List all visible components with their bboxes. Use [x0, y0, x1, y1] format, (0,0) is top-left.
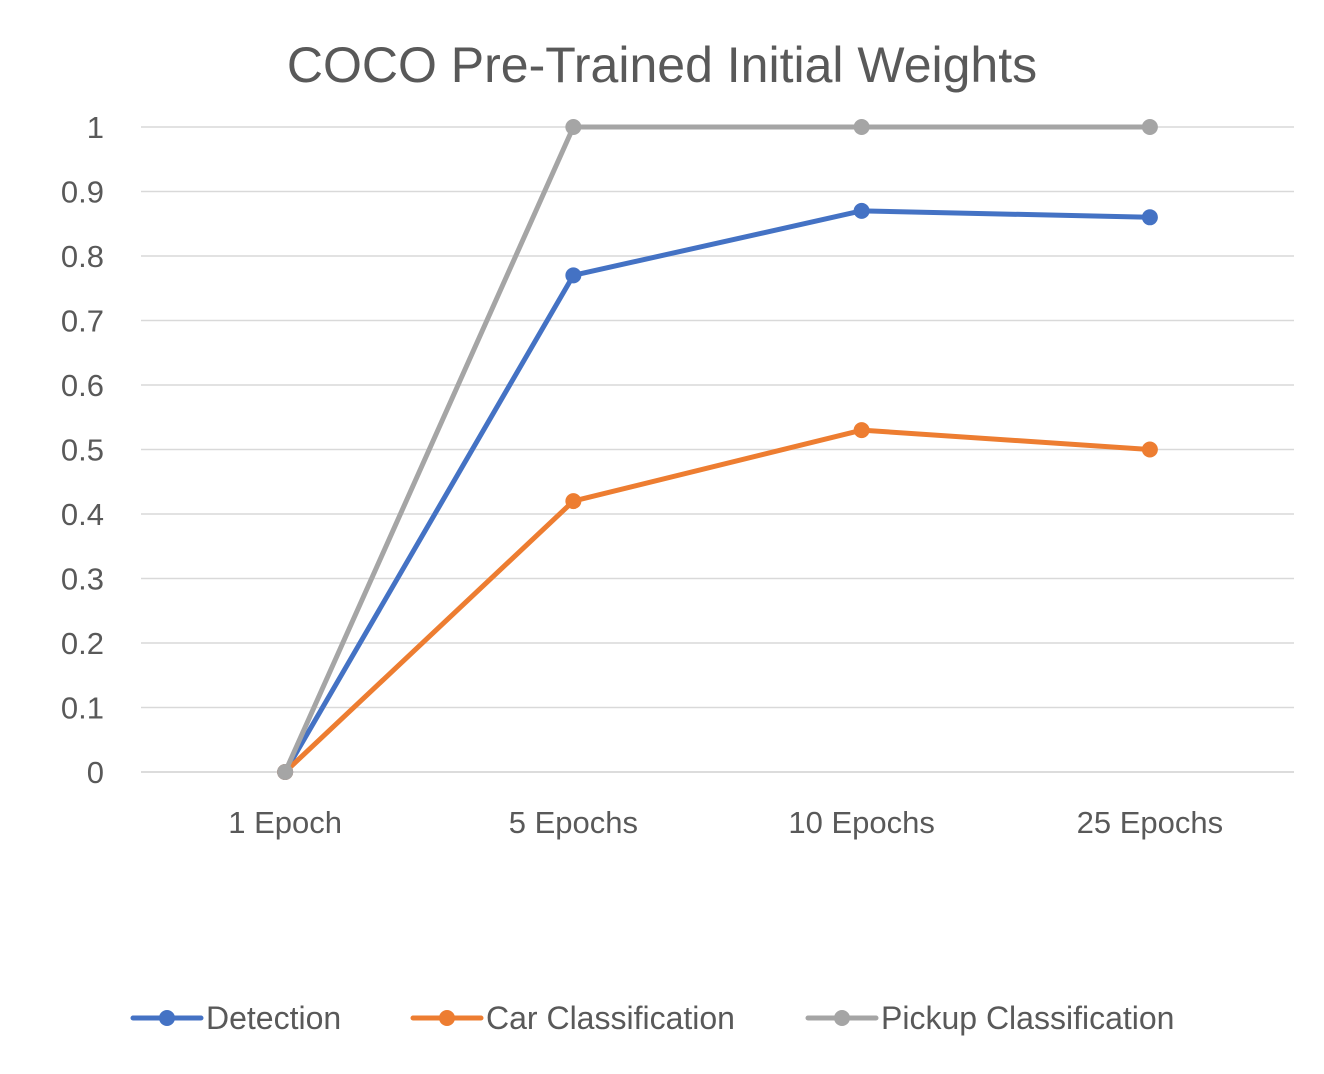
y-axis-ticks: 0 0.1 0.2 0.3 0.4 0.5 0.6 0.7 0.8 0.9 1 [61, 110, 104, 790]
y-tick-label: 0.4 [61, 497, 104, 532]
legend-marker [159, 1010, 175, 1026]
x-tick-label: 10 Epochs [788, 805, 935, 840]
series-line [282, 124, 1153, 775]
y-tick-label: 0.2 [61, 626, 104, 661]
legend-item: Car Classification [410, 1000, 735, 1036]
series-line [282, 427, 1153, 775]
y-tick-label: 0.9 [61, 175, 104, 210]
legend-item: Detection [130, 1000, 341, 1036]
legend-label: Detection [206, 1000, 341, 1036]
series-car-classification [277, 422, 1158, 780]
data-point [853, 202, 870, 219]
legend-label: Car Classification [486, 1000, 735, 1036]
series-pickup-classification [277, 119, 1158, 780]
y-tick-label: 0.5 [61, 433, 104, 468]
legend-item: Pickup Classification [805, 1000, 1174, 1036]
data-point [277, 764, 294, 780]
data-point [1141, 209, 1158, 226]
legend-marker [834, 1010, 850, 1026]
legend-marker [439, 1010, 455, 1026]
y-tick-label: 0.3 [61, 562, 104, 597]
series-line [282, 208, 1153, 775]
data-point [853, 119, 870, 135]
y-tick-label: 0.7 [61, 304, 104, 339]
data-point [1141, 119, 1158, 135]
x-tick-label: 1 Epoch [228, 805, 342, 840]
x-tick-label: 5 Epochs [509, 805, 638, 840]
y-tick-label: 0.8 [61, 239, 104, 274]
series-lines [277, 119, 1158, 780]
legend-label: Pickup Classification [881, 1000, 1174, 1036]
data-point [565, 119, 582, 135]
gridlines [141, 126, 1294, 773]
chart-title: COCO Pre-Trained Initial Weights [287, 37, 1037, 93]
y-tick-label: 1 [87, 110, 104, 145]
y-tick-label: 0.1 [61, 691, 104, 726]
data-point [853, 422, 870, 439]
legend: Detection Car Classification Pickup Classi… [130, 1000, 1174, 1036]
y-tick-label: 0 [87, 755, 104, 790]
data-point [565, 493, 582, 510]
x-axis-ticks: 1 Epoch 5 Epochs 10 Epochs 25 Epochs [228, 805, 1223, 840]
y-tick-label: 0.6 [61, 368, 104, 403]
data-point [1141, 441, 1158, 458]
x-tick-label: 25 Epochs [1077, 805, 1224, 840]
data-point [565, 267, 582, 284]
